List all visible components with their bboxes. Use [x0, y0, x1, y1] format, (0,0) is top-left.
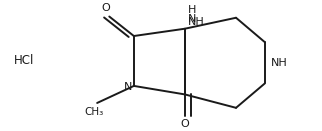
- Text: NH: NH: [271, 58, 288, 68]
- Text: NH: NH: [187, 18, 204, 28]
- Text: H
N: H N: [188, 5, 196, 24]
- Text: O: O: [102, 4, 110, 13]
- Text: N: N: [124, 82, 132, 92]
- Text: CH₃: CH₃: [84, 107, 104, 117]
- Text: HCl: HCl: [14, 54, 34, 67]
- Text: O: O: [181, 119, 189, 129]
